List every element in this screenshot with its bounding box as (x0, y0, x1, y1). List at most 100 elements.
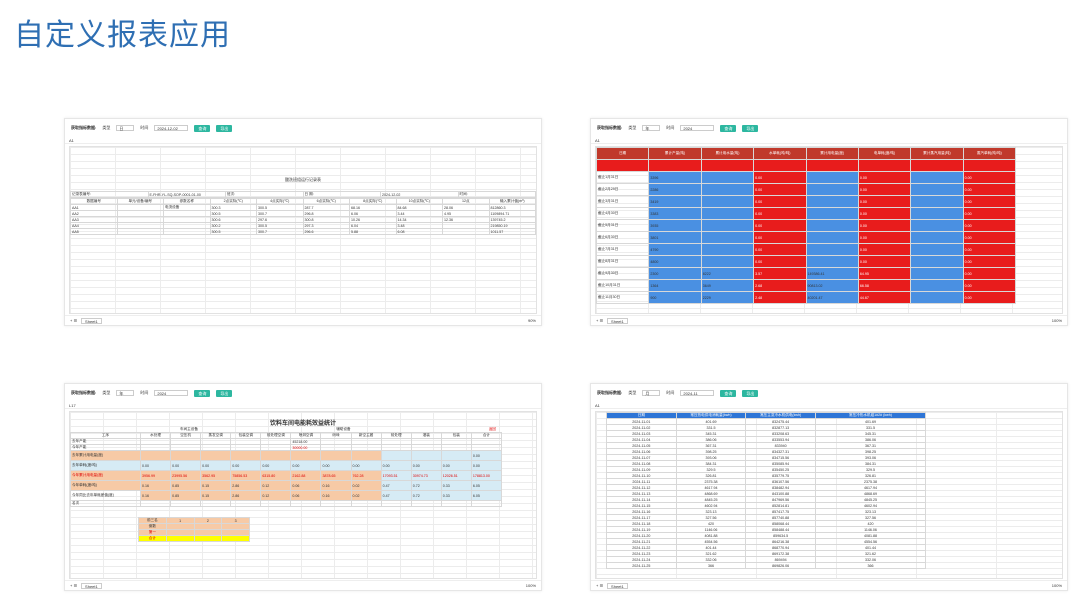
cell: 366 (675, 562, 747, 569)
sheet-tab[interactable]: Sheet1 (607, 582, 628, 589)
formula-bar[interactable]: A1 (591, 402, 1067, 409)
report-panel-energy: 获取指标数据: 类型 年 时间 2024 查询 导出 L17 饮料车间电能耗效益… (64, 383, 542, 591)
cell: 3383 (648, 207, 702, 220)
cell: 0.00 (230, 460, 262, 471)
cell: 3801 (648, 231, 702, 244)
cell: 3562.95 (200, 470, 232, 481)
formula-bar[interactable]: L17 (65, 402, 541, 409)
table-header-row: 日期 累计产量(吨) 累计用水量(吨) 水单耗(吨/吨) 累计用电量(度) 电单… (595, 147, 1017, 160)
cell: 0.02 (350, 490, 382, 501)
sheet-tab[interactable]: Sheet1 (81, 317, 102, 324)
cell (116, 228, 164, 235)
cell: 0.33 (440, 490, 472, 501)
cell: 3935 (648, 219, 702, 232)
date-input[interactable]: 2024 (154, 390, 189, 396)
type-select[interactable]: 年 (116, 390, 135, 396)
cell (805, 255, 859, 268)
cell: 0.15 (200, 480, 232, 491)
formula-bar[interactable]: A1 (591, 137, 1067, 144)
toolbar-label: 获取指标数据: (597, 390, 623, 395)
column-header: 水单耗(吨/吨) (753, 147, 807, 160)
cell: 17093.51 (380, 470, 412, 481)
cell (910, 207, 964, 220)
cell: 0.85 (170, 480, 202, 491)
cell: 今年累计用电量(度) (70, 470, 141, 481)
date-input[interactable]: 2024-11 (680, 390, 715, 396)
add-sheet-icon[interactable]: + ☰ (596, 583, 604, 588)
sheet-tab[interactable]: Sheet1 (607, 317, 628, 324)
spreadsheet-grid[interactable]: 饮料车间电能耗效益统计 车间主设备 辅助设备 返回 工序 水处理 空压机 蒸发空… (69, 411, 537, 579)
toolbar-label: 获取指标数据: (71, 125, 97, 130)
status-bar: + ☰ Sheet1 90% (65, 315, 541, 325)
cell (163, 228, 211, 235)
type-select[interactable]: 月 (642, 390, 661, 396)
return-button[interactable]: 返回 (488, 427, 496, 431)
cell: 3396 (648, 171, 702, 184)
cell: 0.00 (753, 207, 807, 220)
zoom-level[interactable]: 90% (527, 318, 536, 323)
sheet-tab[interactable]: Sheet1 (81, 582, 102, 589)
cell: 6.05 (470, 490, 503, 501)
table-row: 今年累计用电量(度) 3956.99 23995.56 3562.95 75856.53… (70, 470, 503, 481)
cell (910, 231, 964, 244)
export-button[interactable]: 导出 (216, 124, 233, 132)
zoom-level[interactable]: 100% (1051, 318, 1062, 323)
query-button[interactable]: 查询 (194, 389, 211, 397)
spreadsheet-grid[interactable]: 日期 常压热电供电消耗量(kwh) 常压主变冷水机供电(kwh) 常压冷热水机组… (595, 411, 1063, 579)
table-row: 截止3月31日 3419 0.00 0.00 0.00 (595, 195, 1017, 208)
cell: 0.00 (753, 219, 807, 232)
add-sheet-icon[interactable]: + ☰ (70, 583, 78, 588)
export-button[interactable]: 导出 (216, 389, 233, 397)
cell (910, 195, 964, 208)
table-row: 截止4月30日 3383 0.00 0.00 0.00 (595, 207, 1017, 220)
cell: 0.85 (170, 490, 202, 501)
cell: 2.86 (230, 490, 262, 501)
query-button[interactable]: 查询 (720, 124, 737, 132)
zoom-level[interactable]: 100% (1051, 583, 1062, 588)
cell: AA5 (70, 228, 118, 235)
table-row: 去年累计用电量(度) 0.00 (70, 450, 503, 461)
cell: 0.00 (857, 207, 912, 220)
type-select[interactable]: 日 (116, 125, 135, 131)
cell: 0.00 (857, 219, 912, 232)
report-toolbar: 获取指标数据: 类型 月 时间 2024-11 查询 导出 (591, 384, 1067, 402)
table-row: AA4 300.2 300.5 297.3 6.04 3.48 219850.19 (70, 222, 536, 229)
date-input[interactable]: 2024 (680, 125, 715, 131)
type-select[interactable]: 年 (642, 125, 661, 131)
cell (805, 231, 859, 244)
table-row: 截止10月31日 1364 3649 2.68 90813.02 66.58 0.00 (595, 279, 1017, 292)
cell: 2286 (648, 183, 702, 196)
query-button[interactable]: 查询 (720, 389, 737, 397)
cell (442, 228, 490, 235)
cell (700, 195, 755, 208)
type-label: 类型 (102, 125, 111, 130)
spreadsheet-grid[interactable]: 日期 累计产量(吨) 累计用水量(吨) 水单耗(吨/吨) 累计用电量(度) 电单… (595, 146, 1063, 314)
cell: 去年单耗(度/吨) (70, 460, 141, 471)
cell: 0.00 (962, 255, 1017, 268)
cell: 2300 (648, 267, 702, 280)
cell: 截止10月31日 (595, 279, 650, 292)
type-label: 类型 (628, 390, 637, 395)
add-sheet-icon[interactable]: + ☰ (596, 318, 604, 323)
cell: 8222 (700, 267, 755, 280)
query-button[interactable]: 查询 (194, 124, 211, 132)
cell: 3419 (648, 195, 702, 208)
cell: 0.33 (440, 480, 472, 491)
status-bar: + ☰ Sheet1 100% (591, 580, 1067, 590)
formula-bar[interactable]: A1 (65, 137, 541, 144)
status-bar: + ☰ Sheet1 100% (591, 315, 1067, 325)
cell: 1011.57 (488, 228, 536, 235)
cell: 0.00 (470, 460, 503, 471)
cell: 3.57 (753, 267, 807, 280)
export-button[interactable]: 导出 (742, 389, 759, 397)
add-sheet-icon[interactable]: + ☰ (70, 318, 78, 323)
spreadsheet-grid[interactable]: 酸洗班组运行记录表 记录表编号: E-FHR-YL-SQ-SOP-0001-01… (69, 146, 537, 314)
cell: 0.00 (962, 291, 1017, 304)
date-input[interactable]: 2024-12-02 (154, 125, 189, 131)
export-button[interactable]: 导出 (742, 124, 759, 132)
table-row: 截止1月31日 3396 0.00 0.00 0.00 (595, 171, 1017, 184)
rank-table: 前三名 1 2 3 倒数 第一 合计 (138, 517, 250, 542)
cell: 0.06 (290, 480, 322, 491)
table-header-row: 数据编号 单元/设备/编号 参数名称 2点实际(℃) 4点实际(℃) 6点实际(… (70, 198, 536, 205)
zoom-level[interactable]: 100% (525, 583, 536, 588)
